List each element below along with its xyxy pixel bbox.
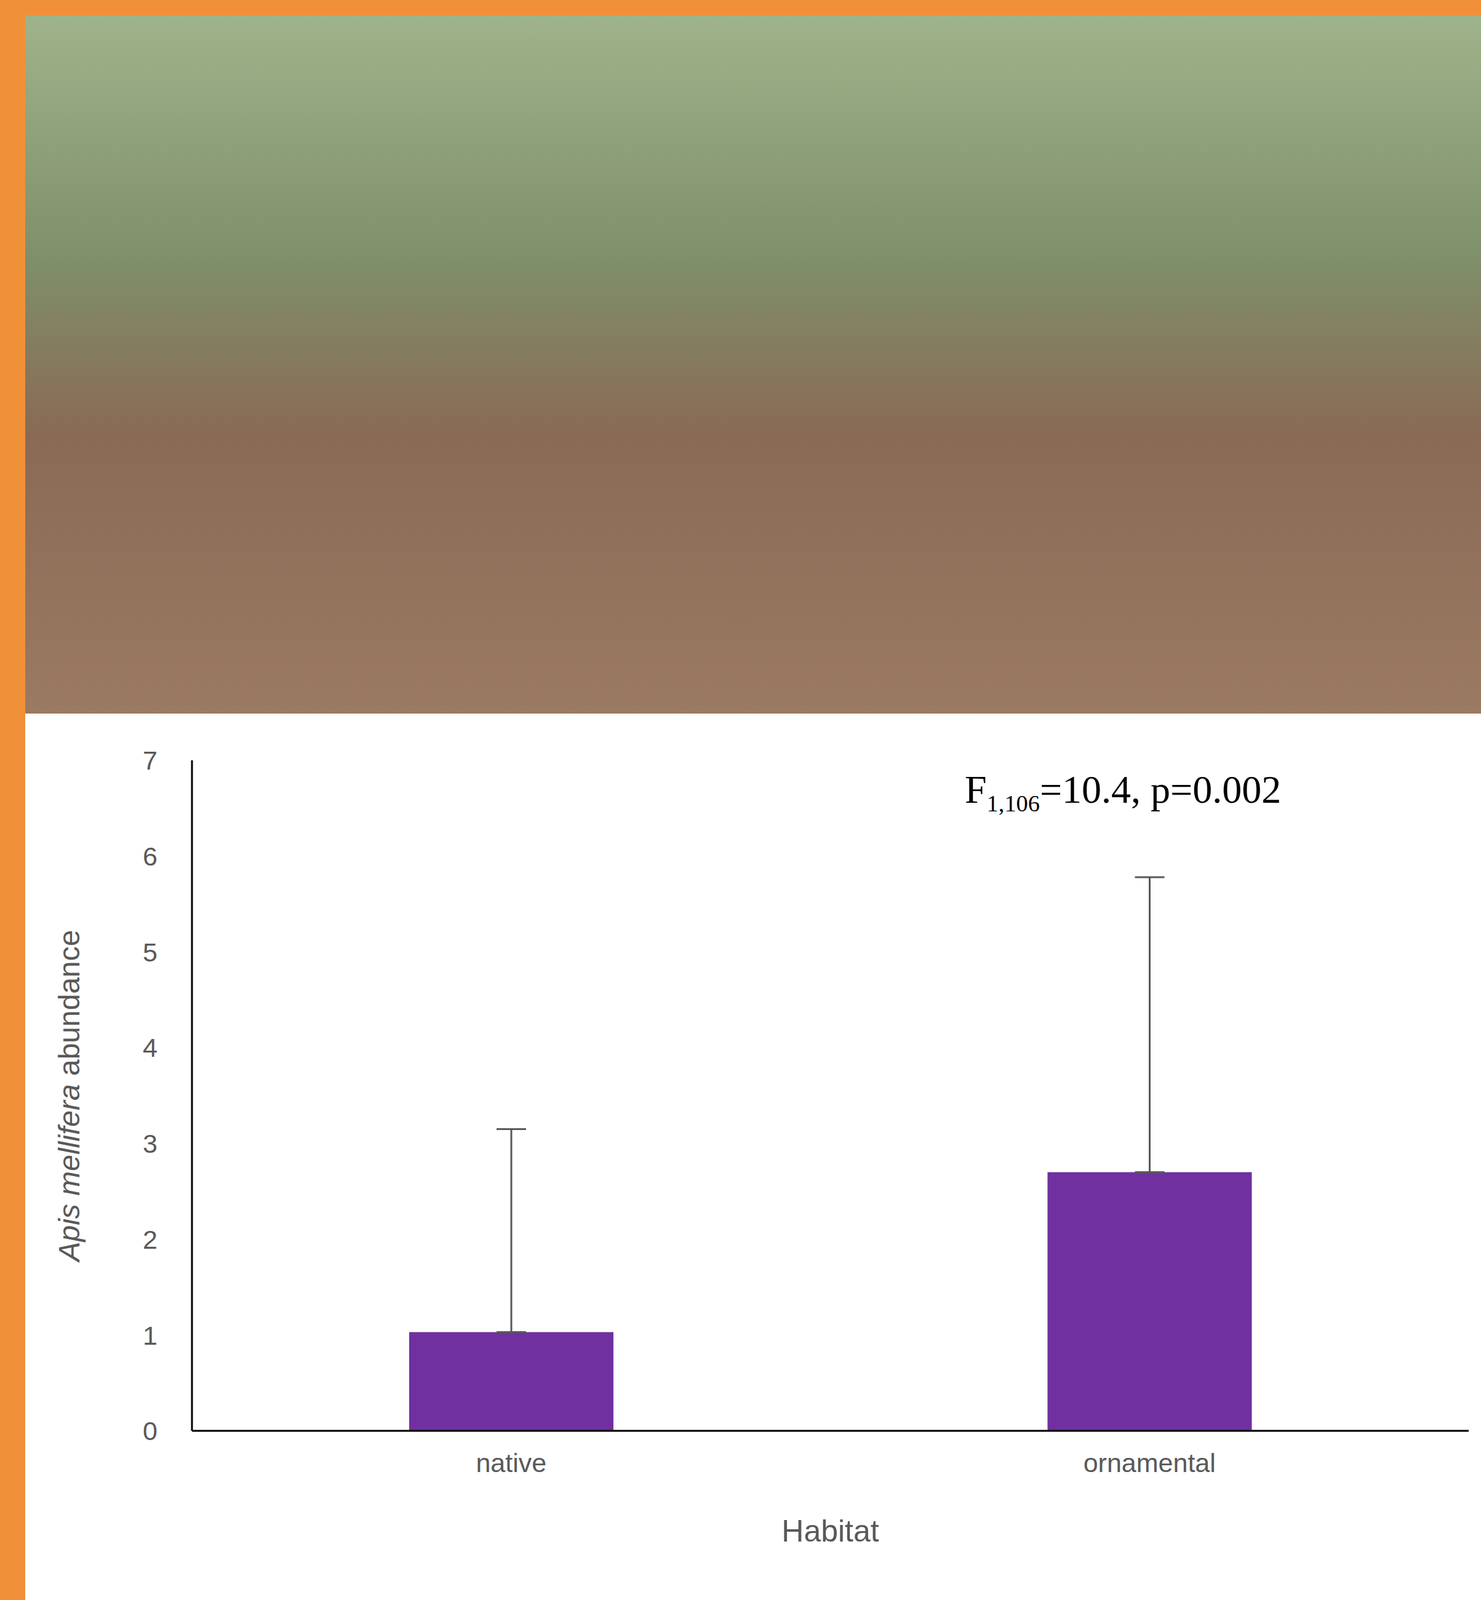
svg-text:5: 5 bbox=[142, 937, 158, 968]
svg-text:native: native bbox=[475, 1448, 547, 1478]
svg-text:1: 1 bbox=[142, 1321, 158, 1351]
svg-text:ornamental: ornamental bbox=[1083, 1448, 1216, 1478]
svg-text:Apis mellifera abundance: Apis mellifera abundance bbox=[52, 930, 86, 1264]
svg-text:Habitat: Habitat bbox=[781, 1514, 880, 1549]
svg-text:6: 6 bbox=[142, 841, 158, 872]
svg-text:7: 7 bbox=[142, 745, 158, 776]
svg-text:0: 0 bbox=[142, 1416, 158, 1446]
svg-text:2: 2 bbox=[142, 1225, 158, 1255]
html-text:F1,106=10.4, p=0.002: F1,106=10.4, p=0.002 bbox=[964, 767, 1282, 817]
svg-text:3: 3 bbox=[142, 1129, 158, 1159]
svg-text:4: 4 bbox=[142, 1033, 158, 1063]
